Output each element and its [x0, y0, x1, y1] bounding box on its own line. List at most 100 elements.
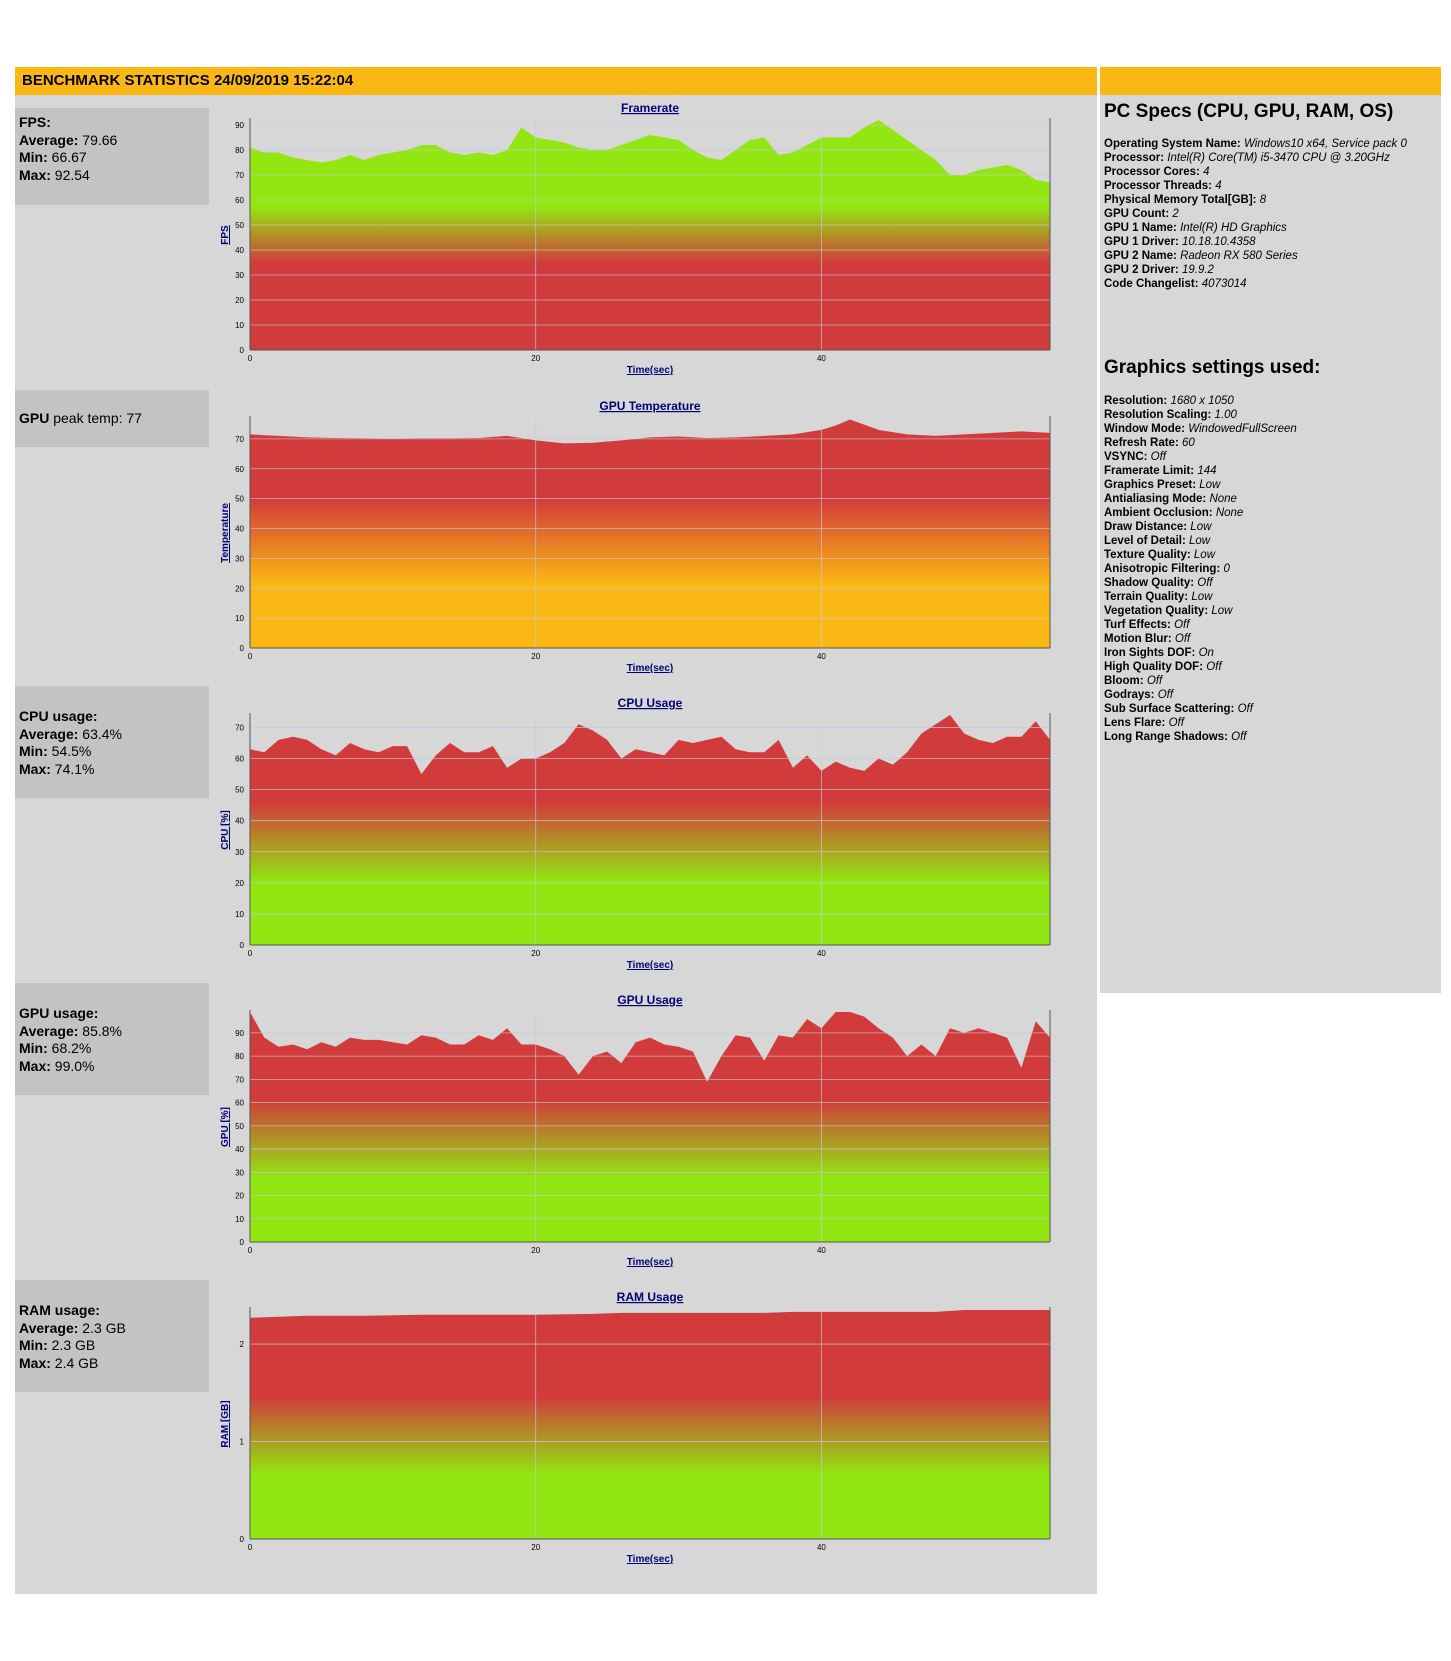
ram-average-label: Average: — [19, 1319, 79, 1336]
setting-key: Motion Blur: — [1104, 633, 1172, 645]
setting-row: Iron Sights DOF: On — [1104, 646, 1214, 660]
framerate-x-tick-label: 20 — [531, 354, 540, 363]
spec-row: Physical Memory Total[GB]: 8 — [1104, 193, 1266, 207]
cpu-usage-x-tick-label: 20 — [531, 949, 540, 958]
setting-row: Window Mode: WindowedFullScreen — [1104, 422, 1297, 436]
gpu-temperature-x-axis-label: Time(sec) — [627, 663, 674, 674]
gpu-temperature-y-tick-label: 0 — [240, 644, 245, 653]
setting-key: Texture Quality: — [1104, 549, 1191, 561]
gpu-usage-y-tick-label: 80 — [235, 1052, 244, 1061]
spec-value: 4 — [1203, 166, 1210, 178]
setting-value: WindowedFullScreen — [1188, 423, 1297, 435]
setting-value: Off — [1174, 619, 1190, 631]
setting-key: Vegetation Quality: — [1104, 605, 1209, 617]
cpu-usage-y-tick-label: 70 — [235, 723, 244, 732]
ram-usage-y-tick-label: 0 — [240, 1535, 245, 1544]
spec-row: GPU 1 Driver: 10.18.10.4358 — [1104, 235, 1256, 249]
spec-key: Code Changelist: — [1104, 278, 1199, 290]
ram-max-label: Max: — [19, 1354, 51, 1371]
setting-row: Antialiasing Mode: None — [1104, 492, 1237, 506]
gpu-average: 85.8% — [82, 1022, 122, 1039]
setting-row: Sub Surface Scattering: Off — [1104, 702, 1253, 716]
setting-value: Off — [1237, 703, 1253, 715]
setting-value: None — [1215, 507, 1244, 519]
framerate-x-tick-label: 40 — [817, 354, 826, 363]
spec-value: Windows10 x64, Service pack 0 — [1243, 138, 1407, 150]
setting-value: Off — [1146, 675, 1163, 687]
gpu-usage-chart: GPU Usage 0 10 20 30 40 50 60 70 80 90 0 20 40 Time(se… — [220, 993, 1051, 1268]
gpu-temperature-x-tick-label: 0 — [248, 652, 253, 661]
gpu-temp-stats-box: GPU peak temp: 77 — [15, 390, 209, 447]
pc-specs-title: PC Specs (CPU, GPU, RAM, OS) — [1104, 101, 1394, 122]
framerate-chart-title: Framerate — [621, 101, 679, 115]
fps-min: 66.67 — [51, 149, 87, 165]
fps-max-label: Max: — [19, 166, 51, 183]
gpu-usage-area — [250, 1012, 1050, 1242]
spec-row: GPU Count: 2 — [1104, 207, 1179, 221]
spec-value: 19.9.2 — [1181, 264, 1214, 276]
setting-key: Window Mode: — [1104, 423, 1186, 435]
gpu-usage-y-tick-label: 70 — [235, 1075, 244, 1084]
fps-stats-box: FPS: Average: 79.66 Min: 66.67 Max: 92.5… — [15, 108, 209, 205]
gpu-usage-label: GPU usage: — [19, 1005, 99, 1021]
cpu-usage-y-tick-label: 50 — [235, 786, 244, 795]
spec-value: Radeon RX 580 Series — [1180, 250, 1298, 262]
setting-row: Motion Blur: Off — [1104, 632, 1190, 646]
setting-value: Low — [1190, 521, 1212, 533]
setting-key: Turf Effects: — [1104, 619, 1171, 631]
gpu-temperature-y-tick-label: 30 — [235, 554, 244, 563]
ram-max: 2.4 GB — [54, 1354, 99, 1371]
cpu-usage-y-tick-label: 60 — [235, 755, 244, 764]
cpu-max: 74.1% — [54, 760, 95, 777]
setting-row: Turf Effects: Off — [1104, 618, 1189, 632]
setting-key: Level of Detail: — [1104, 535, 1186, 547]
setting-value: Low — [1191, 591, 1213, 603]
framerate-x-axis-label: Time(sec) — [627, 365, 674, 376]
ram-usage-x-tick-label: 40 — [817, 1543, 826, 1552]
ram-usage-y-axis-label: RAM [GB] — [220, 1400, 231, 1447]
spec-value: Intel(R) Core(TM) i5-3470 CPU @ 3.20GHz — [1167, 152, 1390, 164]
spec-key: Physical Memory Total[GB]: — [1104, 194, 1257, 206]
setting-key: Iron Sights DOF: — [1104, 647, 1196, 659]
gpu-temperature-y-tick-label: 20 — [235, 584, 244, 593]
setting-row: Refresh Rate: 60 — [1104, 436, 1195, 450]
gpu-average-label: Average: — [19, 1022, 79, 1039]
cpu-usage-y-tick-label: 20 — [235, 879, 244, 888]
gpu-temperature-y-tick-label: 50 — [235, 495, 244, 504]
ram-usage-chart-title: RAM Usage — [617, 1290, 684, 1304]
setting-row: Lens Flare: Off — [1104, 716, 1184, 730]
spec-value: 4073014 — [1201, 278, 1247, 290]
setting-value: Off — [1150, 451, 1166, 463]
gpu-min-label: Min: — [19, 1040, 48, 1056]
setting-key: Refresh Rate: — [1104, 437, 1179, 449]
setting-value: Off — [1168, 717, 1184, 729]
spec-key: GPU 2 Driver: — [1104, 264, 1179, 276]
ram-min: 2.3 GB — [51, 1337, 96, 1353]
gpu-usage-y-tick-label: 30 — [235, 1168, 244, 1177]
cpu-average: 63.4% — [82, 725, 122, 742]
cpu-usage-y-tick-label: 0 — [240, 941, 245, 950]
framerate-y-tick-label: 90 — [235, 121, 244, 130]
fps-average: 79.66 — [82, 131, 118, 148]
cpu-min: 54.5% — [51, 743, 92, 759]
spec-row: Code Changelist: 4073014 — [1104, 277, 1247, 291]
framerate-y-tick-label: 30 — [235, 271, 244, 280]
setting-row: Godrays: Off — [1104, 688, 1173, 702]
benchmark-title: BENCHMARK STATISTICS 24/09/2019 15:22:04 — [22, 72, 354, 89]
setting-row: Framerate Limit: 144 — [1104, 464, 1217, 478]
cpu-usage-x-tick-label: 0 — [248, 949, 253, 958]
gpu-temperature-chart-title: GPU Temperature — [599, 399, 700, 413]
setting-row: VSYNC: Off — [1104, 450, 1166, 464]
framerate-y-tick-label: 80 — [235, 146, 244, 155]
setting-key: Resolution: — [1104, 395, 1168, 407]
setting-key: Graphics Preset: — [1104, 479, 1197, 491]
ram-usage-y-tick-label: 1 — [240, 1438, 245, 1447]
gpu-temperature-x-tick-label: 40 — [817, 652, 826, 661]
setting-row: Anisotropic Filtering: 0 — [1104, 562, 1230, 576]
gpu-usage-x-tick-label: 40 — [817, 1246, 826, 1255]
setting-key: Anisotropic Filtering: — [1104, 563, 1221, 575]
framerate-y-tick-label: 40 — [235, 246, 244, 255]
setting-value: Off — [1157, 689, 1174, 701]
setting-value: On — [1198, 647, 1214, 659]
